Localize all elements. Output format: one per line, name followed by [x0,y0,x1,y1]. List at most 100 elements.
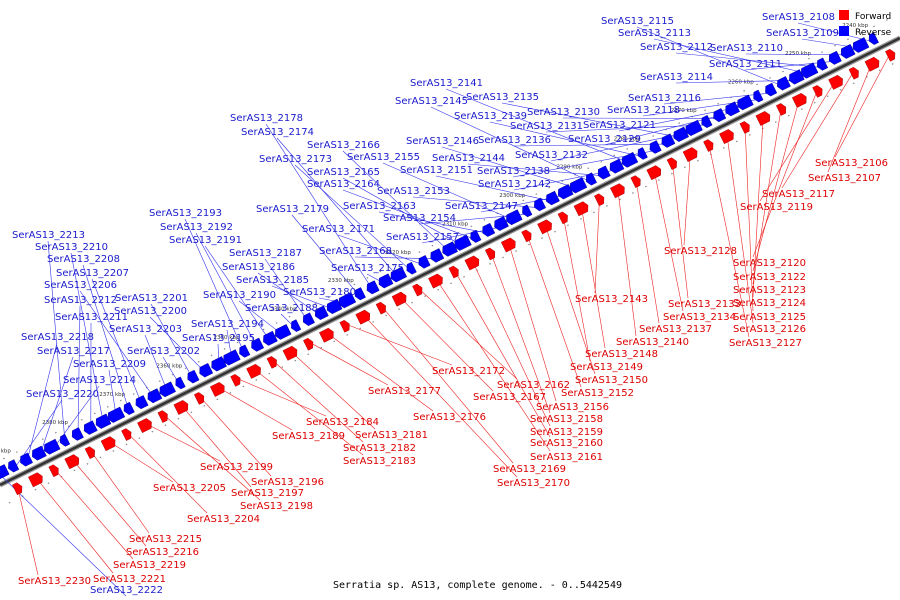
reverse-gene-label: SerAS13_2168 [319,246,392,257]
reverse-gene-label: SerAS13_2193 [149,208,222,219]
reverse-gene-feature [303,312,315,326]
reverse-gene-label: SerAS13_2220 [26,389,99,400]
forward-leader-line [752,97,800,272]
reverse-gene-feature [366,280,380,295]
forward-leader-line [71,459,147,547]
reverse-gene-feature [534,197,546,212]
reverse-leader-line [653,38,810,75]
forward-gene-feature [100,436,116,452]
reverse-gene-label: SerAS13_2194 [191,319,264,330]
forward-gene-feature [391,291,407,307]
reverse-gene-label: SerAS13_2173 [259,154,332,165]
forward-leader-line [490,251,551,414]
reverse-leader-line [435,175,554,202]
reverse-gene-label: SerAS13_2116 [628,93,701,104]
forward-leader-line [35,477,114,574]
forward-gene-feature [739,121,750,134]
reverse-gene-label: SerAS13_2136 [478,135,551,146]
forward-gene-label: SerAS13_2183 [343,456,416,467]
reverse-gene-label: SerAS13_2185 [236,275,309,286]
reverse-gene-feature [852,37,870,53]
kbp-tick-label: 2360 kbp [156,363,182,369]
reverse-leader-line [562,117,720,119]
forward-leader-line [708,143,750,338]
forward-leader-line [144,422,221,462]
leader-lines [0,22,891,597]
reverse-gene-feature [868,32,879,45]
reverse-gene-label: SerAS13_2151 [400,165,473,176]
kbp-tick-label: 2270 kbp [671,108,697,114]
forward-gene-label: SerAS13_2124 [733,298,806,309]
forward-gene-feature [666,157,677,170]
reverse-gene-feature [275,324,292,340]
reverse-gene-label: SerAS13_2213 [12,230,85,241]
reverse-gene-feature [60,434,71,447]
genome-backbone [0,36,900,487]
forward-gene-feature [121,428,132,441]
reverse-gene-feature [828,50,842,65]
reverse-gene-label: SerAS13_2171 [302,224,375,235]
reverse-leader-line [91,278,143,406]
forward-gene-feature [339,319,350,333]
reverse-gene-label: SerAS13_2138 [477,166,550,177]
reverse-leader-line [663,92,772,105]
kbp-tick-label: 2370 kbp [99,392,125,398]
forward-gene-feature [375,301,386,315]
forward-gene-feature [885,48,896,62]
forward-gene-feature [630,175,641,188]
kbp-tick-label: 2340 kbp [271,307,297,313]
reverse-leader-line [501,102,682,138]
reverse-gene-feature [418,255,431,269]
forward-gene-label: SerAS13_2182 [343,443,416,454]
reverse-gene-feature [239,344,251,358]
forward-leader-line [217,386,293,431]
reverse-gene-feature [661,133,676,148]
forward-gene-feature [84,446,95,459]
reverse-gene-label: SerAS13_2195 [182,333,255,344]
reverse-gene-feature [522,204,533,218]
forward-leader-line [53,468,134,560]
forward-leader-line [126,431,208,514]
forward-gene-feature [230,374,241,387]
kbp-tick-label: 2390 kbp [0,449,11,455]
forward-leader-line [752,115,764,298]
reverse-leader-line [82,264,130,412]
reverse-leader-line [291,214,361,298]
forward-gene-feature [610,183,625,199]
reverse-gene-feature [685,119,703,136]
reverse-gene-label: SerAS13_2114 [640,72,713,83]
reverse-gene-label: SerAS13_2192 [160,222,233,233]
forward-gene-label: SerAS13_2162 [497,380,570,391]
reverse-leader-line [149,316,207,374]
gene-features [0,32,896,496]
reverse-gene-feature [701,115,713,129]
reverse-leader-line [265,123,374,291]
kbp-tick-label: 2310 kbp [442,221,468,227]
forward-gene-label: SerAS13_2219 [113,560,186,571]
kbp-tick-label: 2330 kbp [328,278,354,284]
reverse-leader-line [0,475,127,597]
forward-gene-label: SerAS13_2126 [733,324,806,335]
reverse-gene-label: SerAS13_2164 [307,179,380,190]
reverse-gene-label: SerAS13_2188 [245,303,318,314]
forward-gene-feature [137,418,152,433]
forward-gene-feature [448,265,459,279]
forward-gene-label: SerAS13_2177 [368,386,441,397]
forward-leader-line [827,61,873,173]
reverse-gene-label: SerAS13_2147 [445,201,518,212]
reverse-gene-label: SerAS13_2210 [35,242,108,253]
forward-gene-label: SerAS13_2199 [200,462,273,473]
reverse-gene-feature [107,406,126,423]
reverse-gene-feature [95,413,112,429]
reverse-gene-label: SerAS13_2202 [127,346,200,357]
reverse-gene-label: SerAS13_2112 [640,42,713,53]
reverse-gene-feature [470,229,482,243]
reverse-gene-label: SerAS13_2214 [63,375,136,386]
forward-gene-feature [755,111,771,126]
reverse-gene-feature [338,292,357,309]
forward-gene-label: SerAS13_2230 [18,576,91,587]
forward-gene-feature [319,327,334,343]
reverse-leader-line [150,303,194,381]
reverse-gene-feature [817,57,829,71]
forward-gene-feature [521,229,532,243]
